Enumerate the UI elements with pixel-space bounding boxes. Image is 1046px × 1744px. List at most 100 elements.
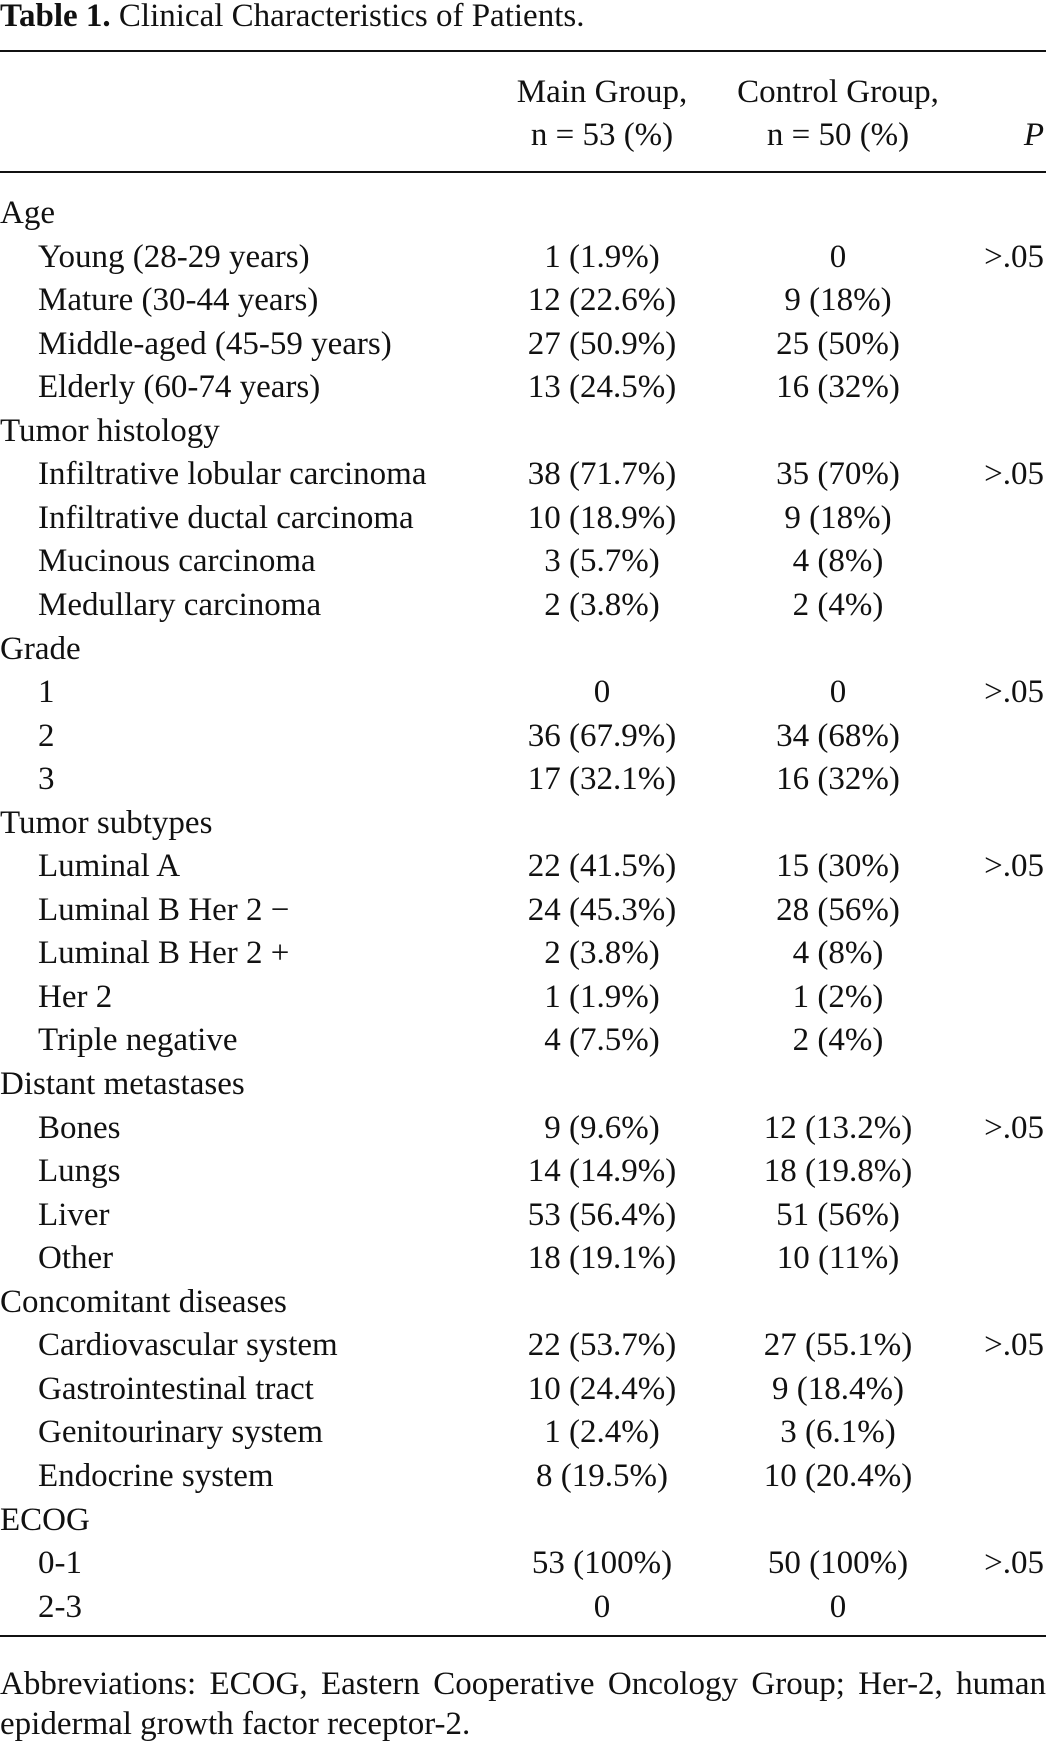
cell: >.05 [984,848,1044,885]
cell: 1 (1.9%) [544,978,660,1015]
title-label: Table 1. [0,0,111,34]
cell: 18 (19.1%) [527,1240,677,1277]
cell: 9 (18%) [784,499,892,536]
cell: 38 (71.7%) [527,456,677,493]
cell: 27 (55.1%) [763,1327,913,1364]
cell: 18 (19.8%) [763,1153,913,1190]
cell: 1 (2.4%) [544,1414,660,1451]
cell: 9 (18.4%) [772,1370,904,1407]
row-label: Medullary carcinoma [38,586,322,623]
cell: 24 (45.3%) [527,891,677,928]
section-title: Concomitant diseases [0,1283,287,1320]
cell: 8 (19.5%) [536,1457,668,1494]
cell: >.05 [984,674,1044,711]
title-text: Clinical Characteristics of Patients. [118,0,585,34]
cell: 22 (53.7%) [527,1327,677,1364]
section-title: ECOG [0,1501,90,1538]
section-title: Age [0,195,55,231]
column-header: Control Group, [737,74,939,110]
row-label: Cardiovascular system [38,1327,338,1364]
row-label: Elderly (60-74 years) [38,369,321,406]
table-title: Table 1. Clinical Characteristics of Pat… [0,0,584,36]
row-label: Luminal B Her 2 + [38,935,290,972]
cell: 16 (32%) [776,369,900,406]
cell: 12 (22.6%) [527,282,677,319]
cell: >.05 [984,238,1044,275]
cell: 36 (67.9%) [527,717,677,754]
row-label: Young (28-29 years) [38,238,310,275]
cell: 17 (32.1%) [527,761,677,798]
cell: 2 (3.8%) [544,935,660,972]
column-header: n = 50 (%) [766,117,910,153]
cell: 0 [593,674,611,711]
cell: 2 (3.8%) [544,586,660,623]
row-label: Her 2 [38,978,113,1015]
section-title: Tumor histology [0,412,220,449]
cell: 13 (24.5%) [527,369,677,406]
cell: 50 (100%) [767,1545,909,1582]
column-header: P [1023,117,1044,153]
cell: 4 (8%) [792,543,884,580]
cell: 51 (56%) [776,1196,900,1233]
cell: 0 [829,238,847,275]
cell: 1 (2%) [792,978,884,1015]
column-header: Main Group, [516,74,688,110]
cell: 10 (11%) [776,1240,900,1277]
section-title: Grade [0,630,81,667]
row-label: Triple negative [38,1022,238,1059]
cell: 9 (18%) [784,282,892,319]
cell: 22 (41.5%) [527,848,677,885]
cell: >.05 [984,1545,1044,1582]
cell: 4 (8%) [792,935,884,972]
cell: 0 [829,674,847,711]
cell: 10 (24.4%) [527,1370,677,1407]
row-label: Luminal A [38,848,181,885]
row-label: Middle-aged (45-59 years) [38,325,392,362]
footnote: Abbreviations: ECOG, Eastern Cooperative… [0,1666,1046,1742]
bottom-rule [0,1635,1046,1638]
row-label: Liver [38,1196,110,1233]
cell: 27 (50.9%) [527,325,677,362]
cell: 16 (32%) [776,761,900,798]
cell: 9 (9.6%) [544,1109,660,1146]
cell: 53 (56.4%) [527,1196,677,1233]
cell: 14 (14.9%) [527,1153,677,1190]
row-label: Lungs [38,1153,121,1190]
row-label: 2 [38,717,55,754]
cell: 35 (70%) [776,456,900,493]
column-header: n = 53 (%) [530,117,674,153]
cell: 2 (4%) [792,586,884,623]
row-label: Infiltrative ductal carcinoma [38,499,414,536]
row-label: 1 [38,674,55,711]
row-label: 2-3 [38,1588,82,1625]
row-label: Gastrointestinal tract [38,1370,314,1407]
row-label: 3 [38,761,55,798]
row-label: Endocrine system [38,1457,274,1494]
cell: 10 (20.4%) [763,1457,913,1494]
cell: 0 [829,1588,847,1625]
row-label: Mucinous carcinoma [38,543,316,580]
top-rule [0,50,1046,52]
cell: 1 (1.9%) [544,238,660,275]
row-label: Infiltrative lobular carcinoma [38,456,427,493]
cell: 2 (4%) [792,1022,884,1059]
cell: 28 (56%) [776,891,900,928]
row-label: Mature (30-44 years) [38,282,319,319]
cell: 4 (7.5%) [544,1022,660,1059]
row-label: Genitourinary system [38,1414,324,1451]
cell: 3 (6.1%) [780,1414,896,1451]
cell: 25 (50%) [776,325,900,362]
section-title: Tumor subtypes [0,804,213,841]
row-label: 0-1 [38,1545,82,1582]
cell: 0 [593,1588,611,1625]
cell: 3 (5.7%) [544,543,660,580]
cell: 53 (100%) [531,1545,673,1582]
row-label: Luminal B Her 2 − [38,891,290,928]
row-label: Other [38,1240,114,1277]
cell: 12 (13.2%) [763,1109,913,1146]
row-label: Bones [38,1109,121,1146]
cell: >.05 [984,456,1044,493]
section-title: Distant metastases [0,1066,245,1102]
header-rule [0,171,1046,173]
